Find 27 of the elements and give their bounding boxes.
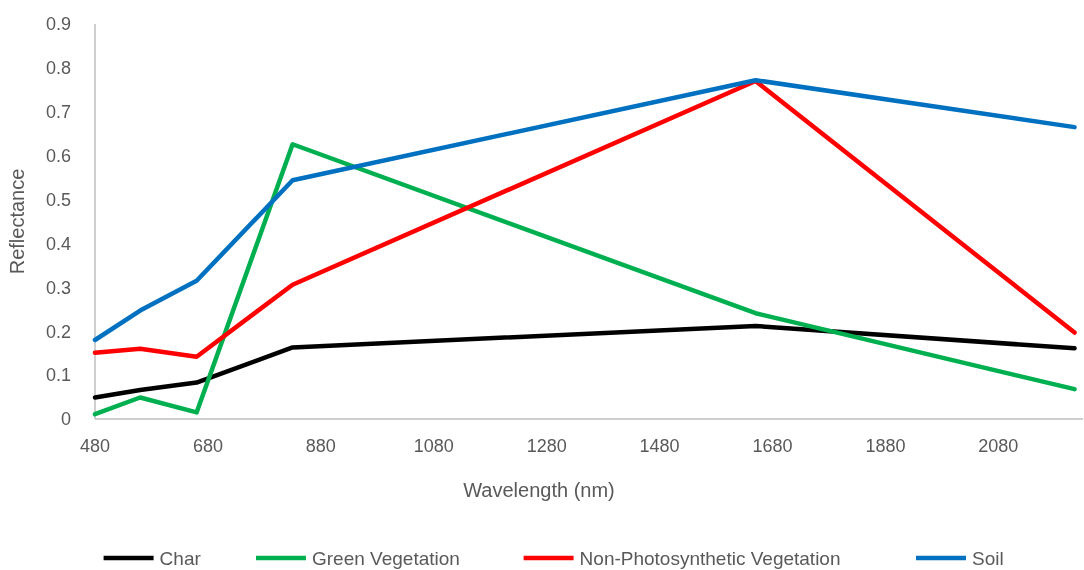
y-tick-label: 0.6 [45,145,71,166]
y-tick-label: 0.8 [45,58,71,79]
x-tick-label: 880 [305,436,336,456]
y-tick-label: 0.7 [45,102,71,123]
legend-label: Soil [972,547,1004,569]
x-tick-label: 680 [192,436,223,456]
x-tick-label: 480 [79,436,111,456]
y-tick-label: 0.4 [45,233,71,254]
y-axis-title: Reflectance [6,168,28,275]
y-tick-label: 0 [60,409,71,430]
y-tick-label: 0.5 [45,189,71,210]
y-tick-label: 0.2 [45,321,71,342]
legend-label: Green Vegetation [312,547,460,569]
x-tick-label: 2080 [978,436,1019,456]
x-axis-title: Wavelength (nm) [463,479,615,501]
legend-label: Non-Photosynthetic Vegetation [579,547,841,569]
y-tick-label: 0.3 [45,277,71,298]
x-tick-label: 1480 [639,436,680,456]
x-tick-label: 1080 [413,436,454,456]
y-tick-label: 0.1 [45,365,71,386]
legend-label: Char [159,547,202,569]
x-tick-label: 1280 [526,436,567,456]
x-tick-label: 1680 [752,436,793,456]
line-series [92,323,1077,400]
line-series [92,142,1077,417]
x-tick-label: 1880 [865,436,906,456]
y-tick-label: 0.9 [45,14,71,35]
